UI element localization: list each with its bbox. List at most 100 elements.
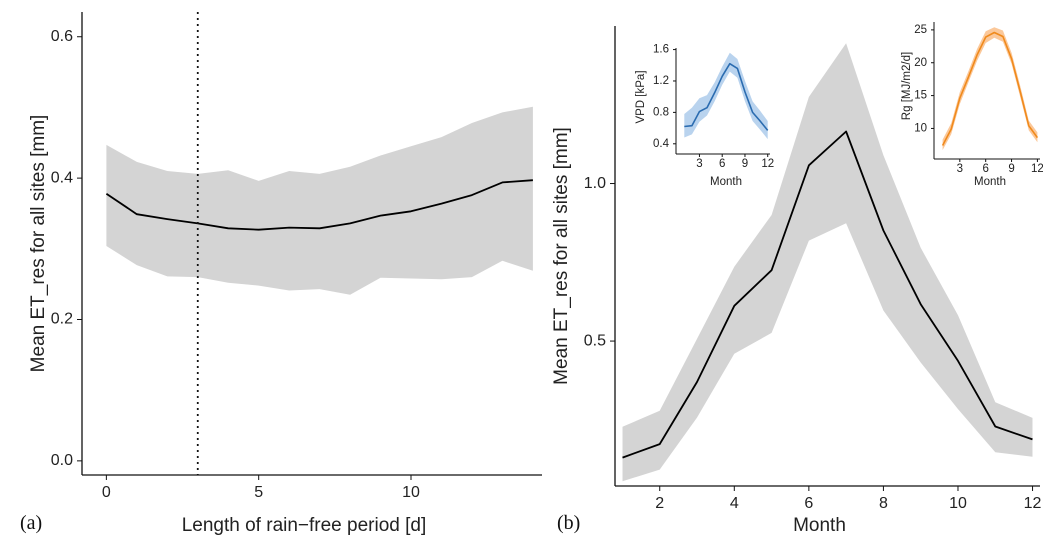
inset_rg-point-10 bbox=[1028, 125, 1030, 127]
inset_vpd-point-6 bbox=[729, 63, 731, 65]
panel_a-point-0 bbox=[106, 193, 108, 195]
panel_b-x-tick-label: 4 bbox=[730, 495, 739, 512]
panel_a-y-tick-label: 0.0 bbox=[51, 452, 73, 469]
inset_vpd-point-8 bbox=[744, 91, 746, 93]
inset_vpd-x-tick-label: 12 bbox=[761, 158, 774, 170]
panel_b-x-tick-label: 2 bbox=[655, 495, 664, 512]
panel_b-point-0 bbox=[622, 457, 624, 459]
panel_b-y-tick-label: 0.5 bbox=[584, 332, 606, 349]
panel_b-point-9 bbox=[957, 360, 959, 362]
panel_b-y-tick-label: 1.0 bbox=[584, 175, 606, 192]
panel_a-point-10 bbox=[410, 211, 412, 213]
inset_vpd-point-5 bbox=[721, 76, 723, 78]
inset_vpd-point-4 bbox=[714, 92, 716, 94]
inset_rg-point-0 bbox=[942, 145, 944, 147]
panel_a-point-4 bbox=[227, 228, 229, 230]
inset_rg-point-3 bbox=[968, 76, 970, 78]
panel_b-point-5 bbox=[808, 165, 810, 167]
panel_a-point-9 bbox=[380, 215, 382, 217]
inset_rg-x-tick-label: 12 bbox=[1031, 163, 1043, 175]
inset_vpd-point-1 bbox=[691, 125, 693, 127]
inset_rg-point-6 bbox=[994, 32, 996, 34]
panel_b-point-1 bbox=[659, 443, 661, 445]
panel_b-point-8 bbox=[920, 303, 922, 305]
inset_vpd-point-2 bbox=[699, 111, 701, 113]
inset_vpd-x-axis-label: Month bbox=[710, 176, 742, 188]
panel_a-x-tick-label: 10 bbox=[402, 484, 420, 501]
panel_a-point-11 bbox=[441, 203, 443, 205]
inset_vpd-mean-line bbox=[684, 62, 769, 131]
inset_vpd-y-tick-label: 1.6 bbox=[653, 44, 669, 56]
inset_rg-x-tick-label: 6 bbox=[982, 163, 988, 175]
inset_rg-y-tick-label: 20 bbox=[914, 57, 927, 69]
inset_rg-point-11 bbox=[1037, 137, 1039, 139]
inset_vpd-x-tick-label: 6 bbox=[719, 158, 725, 170]
panel_a-y-tick-label: 0.4 bbox=[51, 169, 73, 186]
panel_a-x-axis-label: Length of rain−free period [d] bbox=[182, 515, 427, 536]
panel_b-mean-line bbox=[622, 130, 1033, 459]
panel_a-point-2 bbox=[167, 218, 169, 220]
inset_vpd-band bbox=[684, 52, 768, 140]
panel_b-x-tick-label: 6 bbox=[804, 495, 813, 512]
inset_rg-x-axis-label: Month bbox=[974, 176, 1006, 188]
panel_a-x-tick-label: 5 bbox=[254, 484, 263, 501]
panel_b-x-axis-label: Month bbox=[793, 515, 846, 536]
panel_b-point-4 bbox=[771, 269, 773, 271]
panel_a-mean-line bbox=[105, 179, 533, 231]
inset_rg-x-tick-label: 3 bbox=[957, 163, 963, 175]
inset_rg-point-9 bbox=[1019, 91, 1021, 93]
panel_a-point-1 bbox=[136, 213, 138, 215]
inset_vpd-point-0 bbox=[684, 126, 686, 128]
inset_rg-point-7 bbox=[1002, 36, 1004, 38]
inset_rg-group: 3 6 9 12 10 15 20 25 Month Rg [MJ/m2/d] bbox=[901, 22, 1043, 188]
inset_vpd-point-9 bbox=[752, 112, 754, 114]
inset_vpd-y-tick-label: 1.2 bbox=[653, 75, 669, 87]
panel_a-point-12 bbox=[471, 194, 473, 196]
panel_b-x-tick-label: 12 bbox=[1024, 495, 1042, 512]
panel_a-point-5 bbox=[258, 229, 260, 231]
panel_a-point-8 bbox=[349, 223, 351, 225]
inset_vpd-point-3 bbox=[706, 107, 708, 109]
inset_rg-band bbox=[942, 27, 1038, 151]
panel_b-y-axis-label: Mean ET_res for all sites [mm] bbox=[551, 127, 572, 385]
inset_rg-point-8 bbox=[1011, 58, 1013, 60]
panel_a-x-tick-label: 0 bbox=[102, 484, 111, 501]
inset_vpd-x-tick-label: 9 bbox=[742, 158, 748, 170]
panel_a-point-7 bbox=[319, 228, 321, 230]
inset_rg-x-tick-label: 9 bbox=[1008, 163, 1014, 175]
inset_rg-point-4 bbox=[976, 54, 978, 56]
panel_b-x-tick-label: 10 bbox=[949, 495, 967, 512]
inset_vpd-point-10 bbox=[759, 120, 761, 122]
panel_a-point-13 bbox=[502, 182, 504, 184]
panel_b-point-2 bbox=[696, 381, 698, 383]
panel_b-panel-label: (b) bbox=[557, 512, 580, 534]
panel_a-point-6 bbox=[288, 227, 290, 229]
inset_rg-point-2 bbox=[959, 97, 961, 99]
panel_a-point-14 bbox=[532, 179, 534, 181]
inset_vpd-y-tick-label: 0.8 bbox=[653, 106, 669, 118]
panel_b-point-3 bbox=[734, 305, 736, 307]
inset_rg-y-tick-label: 10 bbox=[914, 122, 927, 134]
panel_a-band bbox=[106, 106, 533, 295]
panel_a-y-tick-label: 0.2 bbox=[51, 311, 73, 328]
inset_vpd-point-7 bbox=[737, 68, 739, 70]
inset_rg-y-tick-label: 15 bbox=[914, 90, 927, 102]
panel_b-group: 2 4 6 8 10 12 0.5 1.0 Month Mean ET_res for all s… bbox=[551, 26, 1042, 536]
inset_rg-y-tick-label: 25 bbox=[914, 24, 927, 36]
panel_b-point-7 bbox=[883, 230, 885, 232]
inset_rg-mean-line bbox=[941, 31, 1039, 146]
inset_vpd-y-tick-label: 0.4 bbox=[653, 138, 670, 150]
panel_b-point-6 bbox=[845, 131, 847, 133]
inset_rg-point-5 bbox=[985, 36, 987, 38]
inset_rg-y-axis-label: Rg [MJ/m2/d] bbox=[901, 52, 913, 120]
inset_vpd-point-11 bbox=[767, 130, 769, 132]
panel_a-y-axis-label: Mean ET_res for all sites [mm] bbox=[28, 115, 49, 373]
inset_rg-point-1 bbox=[950, 128, 952, 130]
panel_b-point-10 bbox=[995, 426, 997, 428]
panel_a-y-tick-label: 0.6 bbox=[51, 28, 73, 45]
panel_a-group: 0 5 10 0.0 0.2 0.4 0.6 Length of rain−free peri… bbox=[20, 12, 542, 536]
inset_vpd-x-tick-label: 3 bbox=[696, 158, 702, 170]
panel_b-x-tick-label: 8 bbox=[879, 495, 888, 512]
